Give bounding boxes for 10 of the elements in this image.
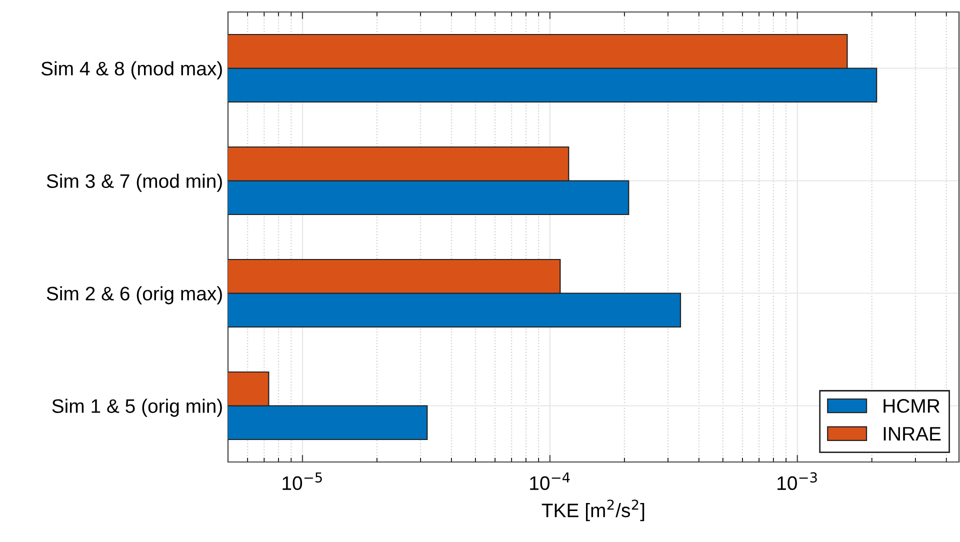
x-axis-title: TKE [m$^{2}$/s$^{2}$] xyxy=(542,500,644,522)
y-tick-label: Sim 2 & 6 (orig max) xyxy=(46,286,222,304)
legend-label: HCMR xyxy=(884,399,940,413)
x-tick-label: 10$^{−5}$ xyxy=(282,472,322,490)
x-tick-label: 10$^{−3}$ xyxy=(778,472,817,490)
y-tick-label: Sim 4 & 8 (mod max) xyxy=(41,61,222,80)
legend-label: INRAE xyxy=(884,427,941,440)
y-tick-label: Sim 1 & 5 (orig min) xyxy=(52,398,222,417)
x-tick-label: 10$^{−4}$ xyxy=(530,472,570,490)
y-tick-label: Sim 3 & 7 (mod min) xyxy=(46,174,222,192)
